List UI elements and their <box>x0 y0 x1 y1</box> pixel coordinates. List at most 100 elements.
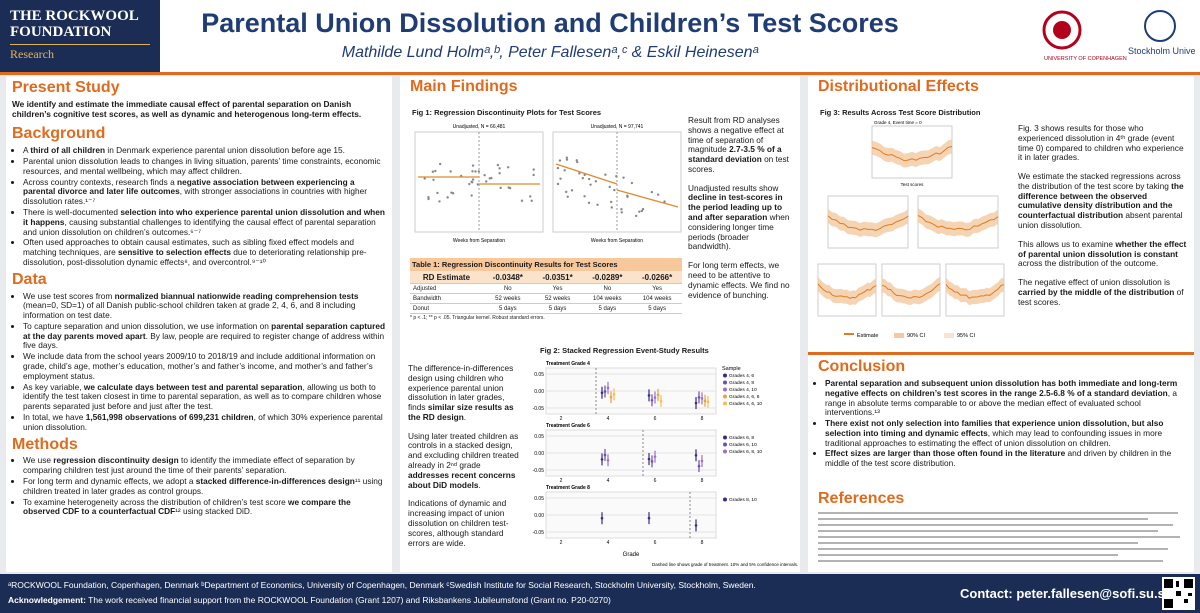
scatter-dot <box>483 174 486 177</box>
scatter-dot <box>496 163 500 167</box>
legend-label: Grades 4, 6, 10 <box>729 401 762 407</box>
text: As key variable, <box>23 381 84 392</box>
y-tick-label: 0.00 <box>534 389 544 395</box>
ci-band <box>882 276 940 306</box>
legend-label: Grades 4, 6 <box>729 373 754 379</box>
figure-note: Dashed line shows grade of treatment. 10… <box>652 562 798 567</box>
scatter-dot <box>490 176 493 180</box>
scatter-dot <box>635 214 638 218</box>
scatter-dot <box>446 196 449 199</box>
table-cell: Yes <box>632 283 682 294</box>
scatter-dot <box>581 176 585 180</box>
estimate-line <box>871 145 953 162</box>
text: Often used approaches to obtain causal e… <box>23 237 354 258</box>
text: , of which 30% experience parental union… <box>23 411 383 432</box>
x-tick-label: 8 <box>701 416 704 422</box>
header <box>0 0 1200 75</box>
point <box>700 397 704 400</box>
paragraph: The negative effect of union dissolution… <box>1018 277 1188 307</box>
logo-right-1: UNIVERSITY OF COPENHAGEN <box>1044 56 1127 62</box>
text: . <box>478 479 481 490</box>
text: Indications of dynamic and increasing im… <box>408 498 509 548</box>
paragraph: We identify and estimate the immediate c… <box>12 98 362 119</box>
ucph-seal-inner <box>1053 21 1071 39</box>
scatter-dot <box>620 211 623 214</box>
legend-swatch <box>723 401 727 406</box>
point <box>609 395 613 399</box>
scatter-dot <box>470 194 473 197</box>
x-tick-label: 4 <box>607 540 610 546</box>
table-cell: Yes <box>532 283 583 294</box>
scatter-dot <box>565 158 569 161</box>
table-header-cell: RD Estimate <box>410 271 483 284</box>
text: The negative effect of union dissolution… <box>1018 277 1171 288</box>
scatter-dot <box>556 182 560 186</box>
scatter-dot <box>431 170 435 173</box>
scatter-dot <box>427 197 430 201</box>
bold-text: negative association between experiencin… <box>23 176 355 197</box>
section-heading: Data <box>12 270 47 288</box>
scatter-dot <box>640 209 644 213</box>
text: To examine heterogeneity across the dist… <box>23 496 289 507</box>
legend-label: 95% CI <box>957 333 976 339</box>
scatter-dot <box>604 173 607 176</box>
legend-swatch <box>894 333 904 338</box>
scatter-dot <box>468 182 471 186</box>
bold-text: Effect sizes are larger than those often… <box>825 448 1066 459</box>
middle-column: Main Findings Fig 1: Regression Disconti… <box>400 76 800 572</box>
table-cell: 5 days <box>582 303 633 314</box>
reference-lines <box>818 512 1180 562</box>
scatter-dot <box>563 169 566 172</box>
scatter-dot <box>520 199 524 202</box>
table-cell: Bandwidth <box>410 293 483 304</box>
point <box>697 396 701 399</box>
table-header-cell: -0.0351* <box>532 271 583 284</box>
scatter-dot <box>641 207 645 211</box>
scatter-dot <box>594 180 598 183</box>
bullet: There is well-documented selection into … <box>23 207 386 237</box>
text: , which may lead to confounding issues i… <box>825 427 1163 448</box>
scatter-dot <box>656 193 660 196</box>
legend-label: Grades 4, 8 <box>729 380 754 386</box>
point <box>694 401 698 405</box>
bullet-list: A third of all children in Denmark exper… <box>12 145 386 267</box>
y-tick-label: -0.05 <box>533 468 545 474</box>
y-tick-label: 0.00 <box>534 451 544 457</box>
scatter-dot <box>449 170 452 173</box>
text: ¹¹ using children treated in later grade… <box>23 475 383 496</box>
table-row: Adjusted No Yes No Yes <box>410 283 682 294</box>
text-block: Fig. 3 shows results for those who exper… <box>1018 123 1188 317</box>
text: , with stronger associations in countrie… <box>23 186 368 207</box>
fit-line <box>616 189 679 208</box>
panel-title: Treatment Grade 8 <box>546 485 590 491</box>
legend-label: Grades 4, 6, 8 <box>729 394 760 400</box>
point <box>700 459 704 463</box>
contact: Contact: peter.fallesen@sofi.su.se <box>960 586 1173 601</box>
text: on test scores. <box>688 154 789 174</box>
text: The difference-in-differences design usi… <box>408 363 514 413</box>
bold-text: 2.7-3.5 % of a standard deviation <box>688 144 782 165</box>
text: absent parental union dissolution. <box>1018 210 1183 231</box>
y-tick-label: 0.05 <box>534 372 544 378</box>
text-block: Result from RD analyses shows a negative… <box>688 115 794 309</box>
bullet-list: Parental separation and subsequent union… <box>814 378 1194 470</box>
bold-text: we calculate days between test and paren… <box>83 381 303 392</box>
logo-right-2: Stockholm University <box>1128 46 1195 56</box>
bullet: As key variable, we calculate days betwe… <box>23 381 386 412</box>
scatter-dot <box>610 206 613 209</box>
text: to identify the immediate effect of sepa… <box>23 455 355 476</box>
table-cell: 5 days <box>632 303 682 314</box>
table-cell: No <box>582 283 633 294</box>
bold-text: addresses recent concerns about DiD mode… <box>408 469 516 490</box>
section-heading: Methods <box>12 435 78 453</box>
figure-title: Fig 2: Stacked Regression Event-Study Re… <box>540 346 709 355</box>
legend-swatch <box>723 442 727 447</box>
legend-swatch <box>723 380 727 385</box>
scatter-dot <box>583 195 586 198</box>
legend-title: Sample <box>722 366 741 372</box>
text: We use <box>23 455 54 466</box>
scatter-dot <box>587 177 591 181</box>
paragraph: Using later treated children as controls… <box>408 431 520 491</box>
legend-swatch <box>723 435 727 440</box>
table-cell: 104 weeks <box>582 293 633 304</box>
